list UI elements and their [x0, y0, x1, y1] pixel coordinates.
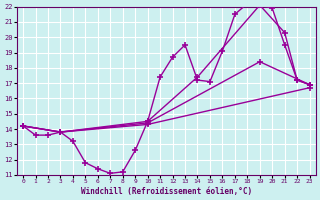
- X-axis label: Windchill (Refroidissement éolien,°C): Windchill (Refroidissement éolien,°C): [81, 187, 252, 196]
